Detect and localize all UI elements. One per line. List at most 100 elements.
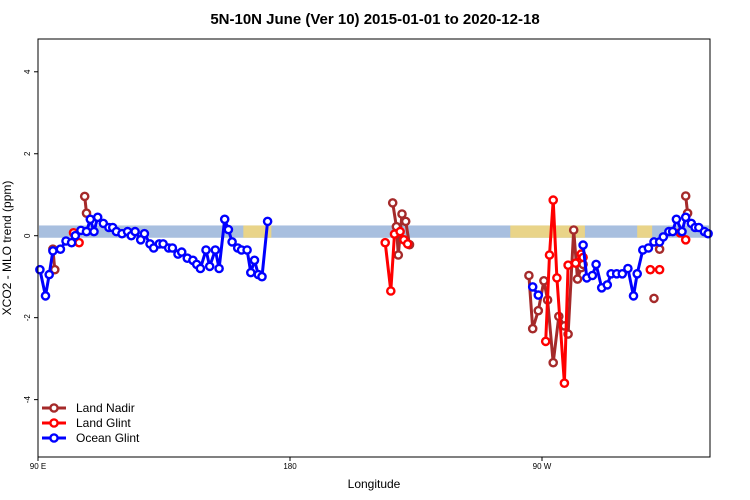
data-point (257, 271, 267, 282)
data-point (92, 212, 103, 223)
legend-marker (49, 403, 59, 413)
data-point (632, 268, 643, 279)
land-band-rect (637, 225, 653, 238)
data-point (210, 245, 221, 255)
data-point (643, 243, 654, 253)
data-point (578, 240, 588, 250)
legend-label: Ocean Glint (76, 431, 140, 445)
data-point (540, 336, 551, 347)
data-point (602, 280, 613, 290)
data-point (680, 234, 691, 245)
data-point (539, 275, 549, 286)
data-point (395, 226, 405, 237)
data-point (245, 267, 256, 278)
y-tick-label: 0 (23, 233, 32, 238)
data-point (400, 216, 411, 227)
plot-frame (37, 38, 711, 458)
x-axis-label: Longitude (348, 477, 401, 491)
data-point (658, 232, 669, 242)
reference-band (39, 225, 709, 238)
x-tick-label: 90 W (533, 462, 552, 471)
data-point (385, 286, 396, 296)
data-point (563, 260, 573, 271)
data-point (81, 226, 92, 237)
data-point (623, 263, 633, 274)
data-point (85, 214, 96, 225)
land-band-rect (243, 225, 272, 238)
data-point (703, 228, 713, 239)
data-point (167, 243, 178, 253)
data-point (35, 264, 45, 275)
y-axis-label: XCO2 - MLO trend (ppm) (0, 181, 14, 316)
data-point (533, 290, 544, 300)
data-point (130, 226, 140, 237)
data-point (40, 291, 51, 301)
data-point (79, 191, 90, 202)
legend-marker (49, 418, 59, 428)
legend-label: Land Glint (76, 416, 131, 430)
data-point (544, 250, 555, 260)
series-land-glint (68, 195, 691, 389)
data-point (649, 293, 659, 304)
data-point (242, 245, 252, 255)
data-point (645, 264, 656, 275)
data-point (249, 255, 260, 266)
data-point (527, 282, 538, 292)
data-point (628, 291, 639, 301)
data-point (397, 209, 407, 219)
data-point (195, 263, 206, 274)
data-point (380, 237, 391, 248)
x-tick-label: 90 E (30, 462, 46, 471)
data-point (617, 268, 628, 279)
data-point (548, 195, 559, 205)
data-point (55, 244, 66, 254)
data-point (677, 226, 687, 237)
x-axis: 90 E 180 90 W (30, 457, 552, 471)
y-axis: -4 -2 0 2 4 (23, 69, 38, 403)
data-point (667, 226, 678, 237)
data-point (568, 225, 579, 235)
data-point (552, 273, 562, 283)
y-tick-label: 4 (23, 69, 32, 74)
y-tick-label: 2 (23, 151, 32, 156)
y-tick-label: -4 (23, 396, 32, 404)
data-point (402, 239, 413, 249)
data-point (227, 237, 237, 247)
data-point (393, 250, 404, 260)
data-point (176, 247, 187, 257)
series-ocean-glint (35, 212, 713, 301)
x-tick-label: 180 (283, 462, 297, 471)
legend-item: Land Glint (42, 416, 131, 430)
chart-title: 5N-10N June (Ver 10) 2015-01-01 to 2020-… (210, 11, 539, 28)
data-point (654, 264, 665, 275)
data-point (219, 214, 230, 225)
data-point (139, 228, 150, 239)
legend-marker (49, 433, 59, 443)
legend-item: Land Nadir (42, 401, 135, 415)
data-point (533, 305, 544, 316)
legend-item: Ocean Glint (42, 431, 140, 445)
data-point (524, 270, 534, 281)
data-point (671, 214, 682, 225)
data-point (587, 270, 598, 281)
data-point (548, 357, 559, 368)
data-point (214, 263, 224, 274)
data-point (680, 191, 691, 201)
data-point (201, 245, 211, 255)
data-point (89, 226, 99, 237)
data-point (527, 323, 538, 334)
data-point (262, 216, 273, 227)
data-point (572, 274, 583, 284)
land-band-rect (510, 225, 585, 238)
data-point (44, 269, 55, 280)
data-point (204, 261, 215, 272)
y-tick-label: -2 (23, 314, 32, 322)
data-point (591, 259, 601, 270)
data-point (570, 258, 581, 269)
data-point (70, 230, 81, 241)
data-point (680, 212, 691, 223)
data-point (48, 246, 58, 256)
series-layer (35, 191, 713, 389)
